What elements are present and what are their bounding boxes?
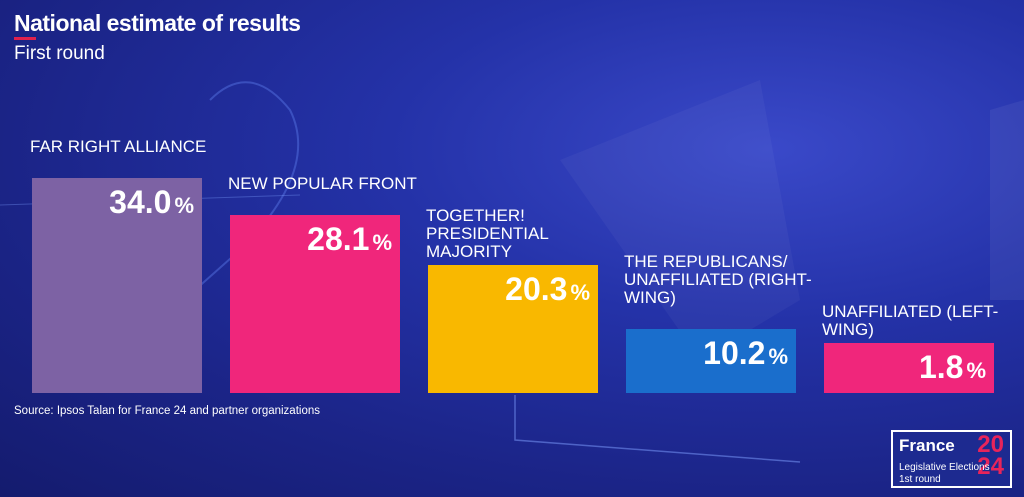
bar-2 — [230, 215, 400, 393]
bar-value-label: 28.1% — [230, 221, 392, 258]
logo-year-bottom: 24 — [977, 453, 1004, 480]
logo-caption-line1: Legislative Elections — [899, 462, 990, 473]
bar-category-label: FAR RIGHT ALLIANCE — [30, 137, 207, 156]
bar-value-number: 10.2 — [703, 334, 766, 371]
bar-5 — [824, 343, 994, 393]
chart-title: National estimate of results — [14, 10, 301, 36]
france24-logo: France 20 24 Legislative Elections 1st r… — [891, 430, 1012, 488]
bar-category-label: TOGETHER! PRESIDENTIAL MAJORITY — [426, 205, 549, 261]
percent-sign: % — [174, 193, 194, 218]
chart-subtitle: First round — [14, 43, 105, 64]
bar-value-label: 20.3% — [428, 271, 590, 308]
logo-year-top: 20 — [977, 431, 1004, 458]
percent-sign: % — [570, 279, 590, 305]
bar-value-number: 34.0 — [109, 184, 172, 220]
bar-value-label: 1.8% — [824, 349, 986, 386]
bar-4 — [626, 328, 796, 393]
source-note: Source: Ipsos Talan for France 24 and pa… — [14, 405, 320, 417]
bar-category-label: THE REPUBLICANS/ UNAFFILIATED (RIGHT-WIN… — [624, 251, 812, 307]
bar-value-number: 28.1 — [307, 221, 370, 258]
bar-value-label: 10.2% — [626, 335, 788, 372]
bar-category-label: NEW POPULAR FRONT — [228, 174, 417, 194]
logo-brand-text: France — [899, 436, 955, 455]
bar-value-number: 1.8 — [918, 349, 964, 385]
bar-value-label: 34.0% — [32, 184, 194, 221]
logo-caption-line2: 1st round — [899, 474, 941, 485]
bar-1 — [32, 178, 202, 393]
title-accent-line — [14, 37, 36, 40]
percent-sign: % — [372, 230, 392, 256]
bar-value-number: 20.3 — [505, 270, 568, 307]
logo-year: 20 24 — [977, 431, 1004, 480]
bar-3 — [428, 264, 598, 393]
percent-sign: % — [768, 343, 788, 369]
bar-category-label: UNAFFILIATED (LEFT-WING) — [822, 302, 999, 339]
percent-sign: % — [966, 358, 986, 383]
